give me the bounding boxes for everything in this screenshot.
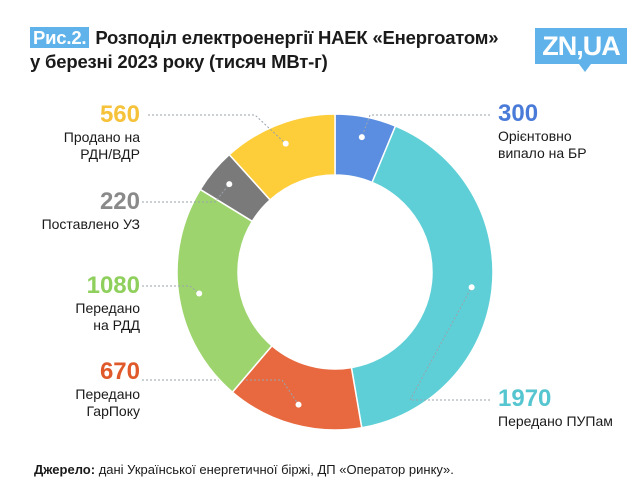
slice-label: 670 Передано ГарПоку [20,358,140,420]
slice-label-line: Орієнтовно [498,128,572,144]
title-line-1: Розподіл електроенергії НАЕК «Енергоатом… [95,27,499,48]
leader-dot [282,140,289,147]
leader-line [142,285,200,294]
slice-label-line: Передано [75,386,140,402]
slice-value: 300 [498,100,539,127]
slice-value: 220 [99,188,140,215]
source-text: дані Української енергетичної біржі, ДП … [95,462,454,477]
slice-value: 1080 [86,272,140,299]
chart-title: Рис.2. Розподіл електроенергії НАЕК «Енер… [30,26,499,74]
title-line-2: у березні 2023 року (тисяч МВт-г) [30,51,328,72]
slice-label-line: на РДД [93,317,140,333]
slice-label: 220 Поставлено УЗ [20,188,140,233]
slice-label-line: ГарПоку [86,403,141,419]
leader-line [142,379,299,405]
figure-label: Рис.2. [30,27,90,48]
source-label: Джерело: [34,462,96,477]
slice-label-line: Продано на [63,129,140,145]
slice-label-line: РДН/ВДР [80,146,140,162]
slice-label: 1080 Передано на РДД [20,272,140,334]
slice-label-line: Передано ПУПам [498,413,613,429]
slice-label: 560 Продано на РДН/ВДР [20,101,140,163]
leader-dot [358,134,365,141]
source-note: Джерело: дані Української енергетичної б… [34,462,454,477]
leader-line [142,183,230,203]
slice-value: 1970 [498,385,552,412]
leader-dot [196,290,203,297]
donut-slice [176,188,274,394]
leader-dot [226,181,233,188]
leader-dot [295,401,302,408]
leader-line [361,114,490,138]
slice-value: 560 [99,101,140,128]
slice-label-line: Поставлено УЗ [41,216,140,232]
slice-label: 300 Орієнтовно випало на БР [498,100,638,162]
leader-dot [468,284,475,291]
leader-line [409,287,490,401]
zn-ua-logo: ZN,UA [535,28,627,72]
slice-value: 670 [99,358,140,385]
slice-label-line: випало на БР [498,145,587,161]
donut-slice [228,113,336,201]
donut-slice [350,125,494,429]
slice-label-line: Передано [75,300,140,316]
slice-label: 1970 Передано ПУПам [498,385,638,430]
